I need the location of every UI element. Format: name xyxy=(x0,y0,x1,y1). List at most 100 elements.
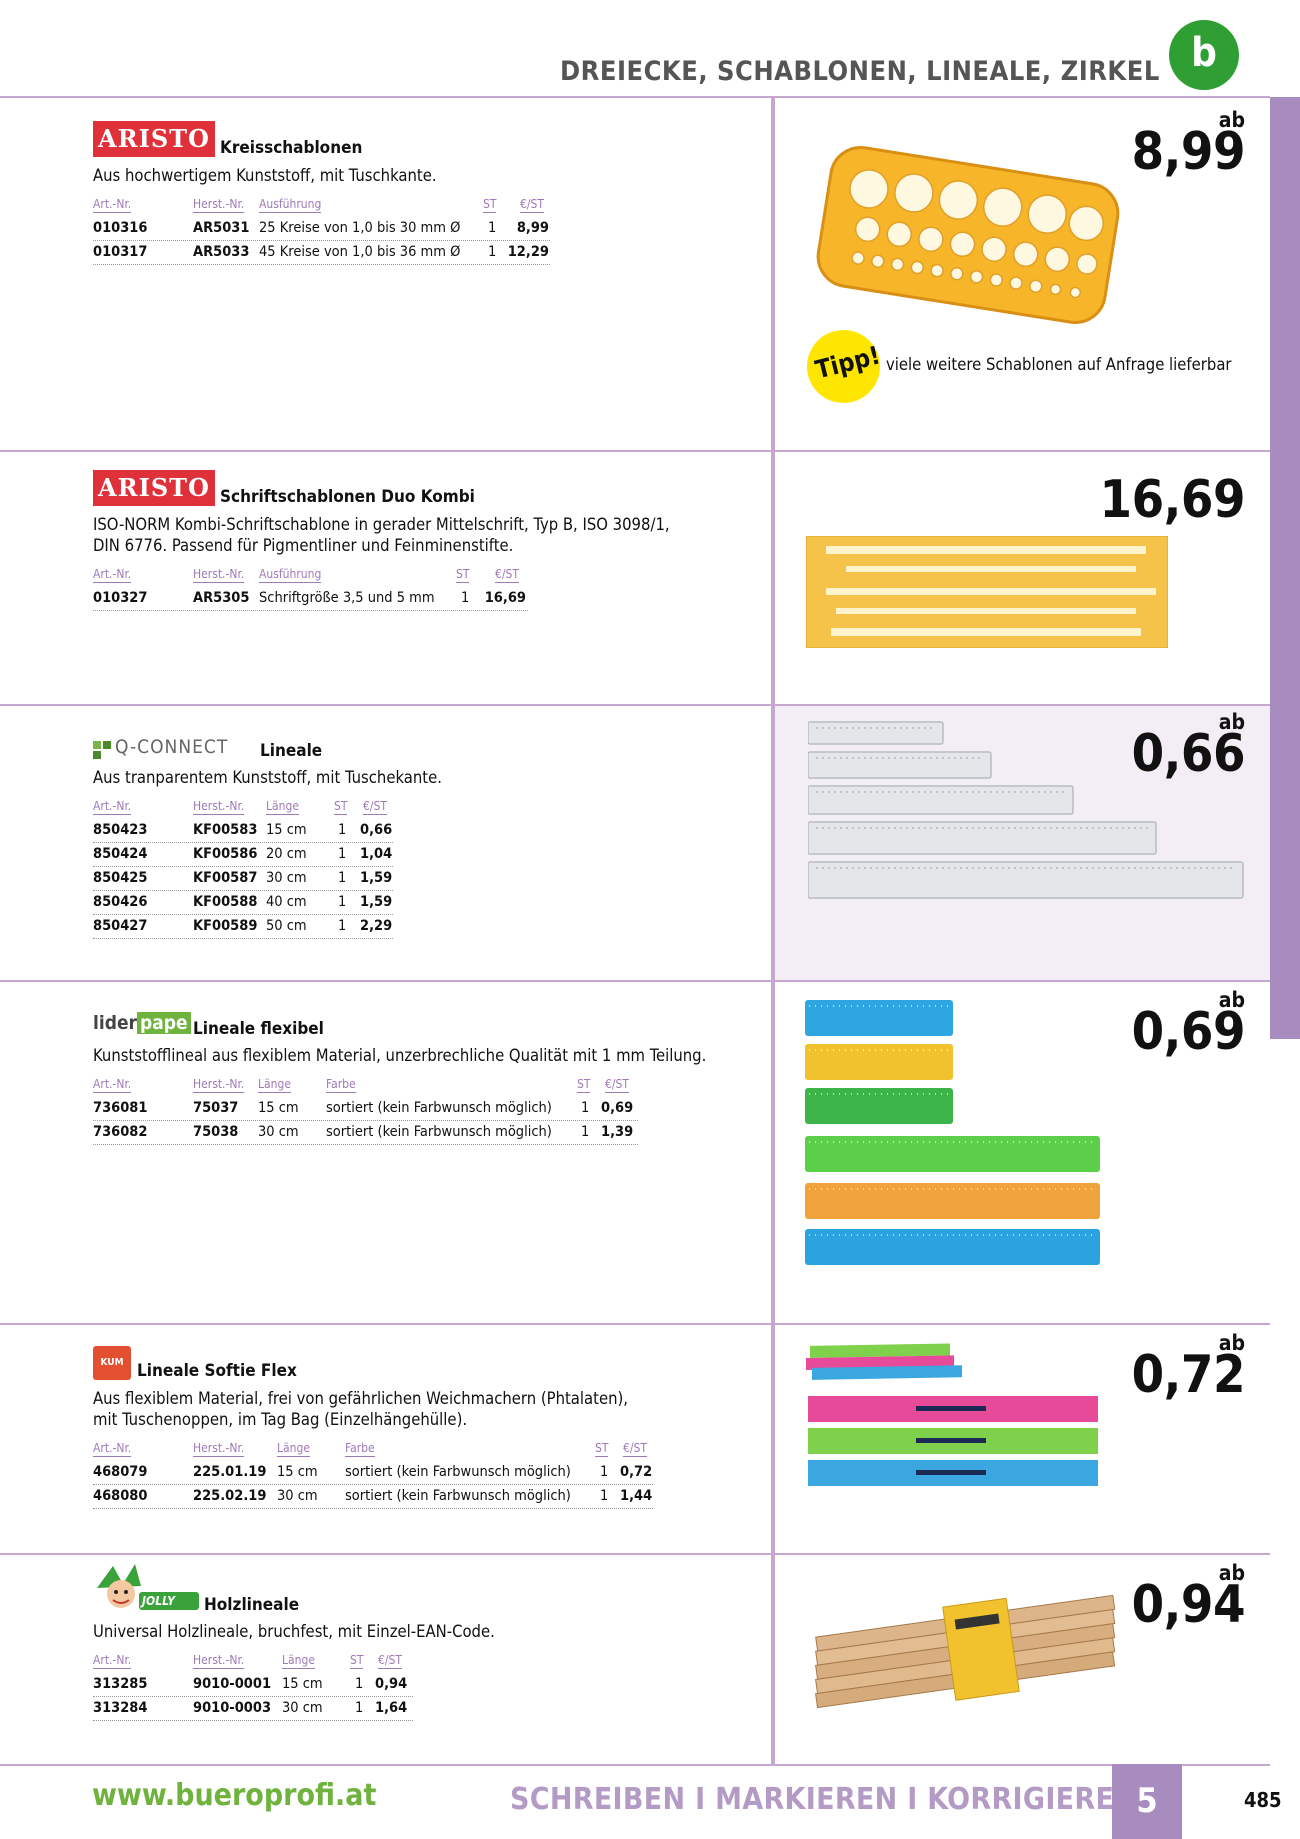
col-header: €/ST xyxy=(378,1653,402,1669)
product-table: Art.-Nr. Herst.-Nr. Ausführung ST €/ST 0… xyxy=(93,567,528,611)
col-header: €/ST xyxy=(520,197,544,213)
col-header: €/ST xyxy=(605,1077,629,1093)
product-title: Lineale xyxy=(260,741,323,761)
herst-nr: 225.01.19 xyxy=(193,1464,267,1480)
product-description: Universal Holzlineale, bruchfest, mit Ei… xyxy=(93,1622,495,1641)
col-header: ST xyxy=(350,1653,364,1669)
column-divider xyxy=(771,97,775,1764)
divider xyxy=(0,96,1270,98)
art-nr: 010316 xyxy=(93,220,148,236)
price-prefix: ab xyxy=(1218,988,1245,1012)
circle-template-image xyxy=(816,146,1120,324)
col-header: Herst.-Nr. xyxy=(193,799,245,815)
col-header: Herst.-Nr. xyxy=(193,1077,245,1093)
qty: 1 xyxy=(338,918,347,934)
col-header: Herst.-Nr. xyxy=(193,197,245,213)
herst-nr: 75037 xyxy=(193,1100,239,1116)
unit-price: 2,29 xyxy=(360,918,393,934)
qty: 1 xyxy=(338,894,347,910)
unit-price: 1,44 xyxy=(620,1488,653,1504)
jolly-logo-mascot xyxy=(97,1564,199,1610)
col-header: Art.-Nr. xyxy=(93,567,132,583)
product-description: Aus flexiblem Material, frei von gefährl… xyxy=(93,1389,628,1408)
herst-nr: KF00589 xyxy=(193,918,258,934)
farbe: sortiert (kein Farbwunsch möglich) xyxy=(326,1100,552,1116)
qty: 1 xyxy=(338,846,347,862)
kum-logo: KUM xyxy=(93,1346,131,1380)
price: 0,69 xyxy=(1131,1002,1246,1062)
col-header: ST xyxy=(483,197,497,213)
art-nr: 850426 xyxy=(93,894,148,910)
herst-nr: 75038 xyxy=(193,1124,239,1140)
price: 0,94 xyxy=(1131,1575,1246,1635)
table-row: 850423 KF00583 15 cm 1 0,66 xyxy=(93,819,393,843)
divider xyxy=(0,450,1270,452)
laenge: 20 cm xyxy=(266,846,307,862)
col-header: €/ST xyxy=(495,567,519,583)
divider xyxy=(0,980,1270,982)
farbe: sortiert (kein Farbwunsch möglich) xyxy=(345,1488,571,1504)
herst-nr: KF00587 xyxy=(193,870,258,886)
col-header: Farbe xyxy=(326,1077,356,1093)
chapter-number: 5 xyxy=(1112,1764,1182,1839)
table-row: 313284 9010-0003 30 cm 1 1,64 xyxy=(93,1697,413,1721)
col-header: Länge xyxy=(266,799,299,815)
laenge: 15 cm xyxy=(282,1676,323,1692)
col-header: Herst.-Nr. xyxy=(193,1441,245,1457)
divider xyxy=(0,1323,1270,1325)
herst-nr: AR5031 xyxy=(193,220,250,236)
herst-nr: KF00586 xyxy=(193,846,258,862)
ausfuehrung: Schriftgröße 3,5 und 5 mm xyxy=(259,590,435,606)
price-prefix: ab xyxy=(1218,1331,1245,1355)
price: 16,69 xyxy=(1099,470,1246,530)
divider xyxy=(0,704,1270,706)
sidebar-accent-bar xyxy=(1270,97,1300,1039)
qty: 1 xyxy=(581,1100,590,1116)
softie-flex-rulers-image xyxy=(806,1343,1098,1486)
product-description: Aus tranparentem Kunststoff, mit Tuschek… xyxy=(93,768,442,787)
product-title: Schriftschablonen Duo Kombi xyxy=(220,487,475,507)
herst-nr: AR5033 xyxy=(193,244,250,260)
product-table: Art.-Nr. Herst.-Nr. Ausführung ST €/ST 0… xyxy=(93,197,550,265)
col-header: Farbe xyxy=(345,1441,375,1457)
unit-price: 16,69 xyxy=(484,590,526,606)
art-nr: 313285 xyxy=(93,1676,148,1692)
product-table: Art.-Nr. Herst.-Nr. Länge ST €/ST 850423… xyxy=(93,799,393,939)
price: 0,66 xyxy=(1131,724,1246,784)
unit-price: 0,94 xyxy=(375,1676,408,1692)
laenge: 30 cm xyxy=(266,870,307,886)
qty: 1 xyxy=(488,220,497,236)
col-header: Länge xyxy=(277,1441,310,1457)
unit-price: 0,72 xyxy=(620,1464,653,1480)
price-prefix: ab xyxy=(1218,710,1245,734)
col-header: Art.-Nr. xyxy=(93,799,132,815)
table-row: 010316 AR5031 25 Kreise von 1,0 bis 30 m… xyxy=(93,217,550,241)
art-nr: 010327 xyxy=(93,590,148,606)
laenge: 15 cm xyxy=(266,822,307,838)
ausfuehrung: 45 Kreise von 1,0 bis 36 mm Ø xyxy=(259,244,461,260)
qty: 1 xyxy=(600,1464,609,1480)
col-header: Art.-Nr. xyxy=(93,1441,132,1457)
aristo-logo: ARISTO xyxy=(93,470,215,506)
price-prefix: ab xyxy=(1218,108,1245,132)
ausfuehrung: 25 Kreise von 1,0 bis 30 mm Ø xyxy=(259,220,461,236)
wooden-rulers-image xyxy=(815,1594,1116,1709)
art-nr: 010317 xyxy=(93,244,148,260)
unit-price: 8,99 xyxy=(516,220,549,236)
unit-price: 1,59 xyxy=(360,894,393,910)
flexible-rulers-image xyxy=(805,1000,1100,1265)
herst-nr: 225.02.19 xyxy=(193,1488,267,1504)
q-connect-logo: Q-CONNECT xyxy=(115,736,229,758)
herst-nr: KF00588 xyxy=(193,894,258,910)
art-nr: 468079 xyxy=(93,1464,148,1480)
col-header: ST xyxy=(577,1077,591,1093)
laenge: 30 cm xyxy=(258,1124,299,1140)
qty: 1 xyxy=(461,590,470,606)
col-header: €/ST xyxy=(363,799,387,815)
table-row: 736082 75038 30 cm sortiert (kein Farbwu… xyxy=(93,1121,638,1145)
footer-website: www.bueroprofi.at xyxy=(92,1778,377,1813)
table-row: 468079 225.01.19 15 cm sortiert (kein Fa… xyxy=(93,1461,653,1485)
table-row: 850427 KF00589 50 cm 1 2,29 xyxy=(93,915,393,939)
table-row: 850426 KF00588 40 cm 1 1,59 xyxy=(93,891,393,915)
product-description: DIN 6776. Passend für Pigmentliner und F… xyxy=(93,536,514,555)
